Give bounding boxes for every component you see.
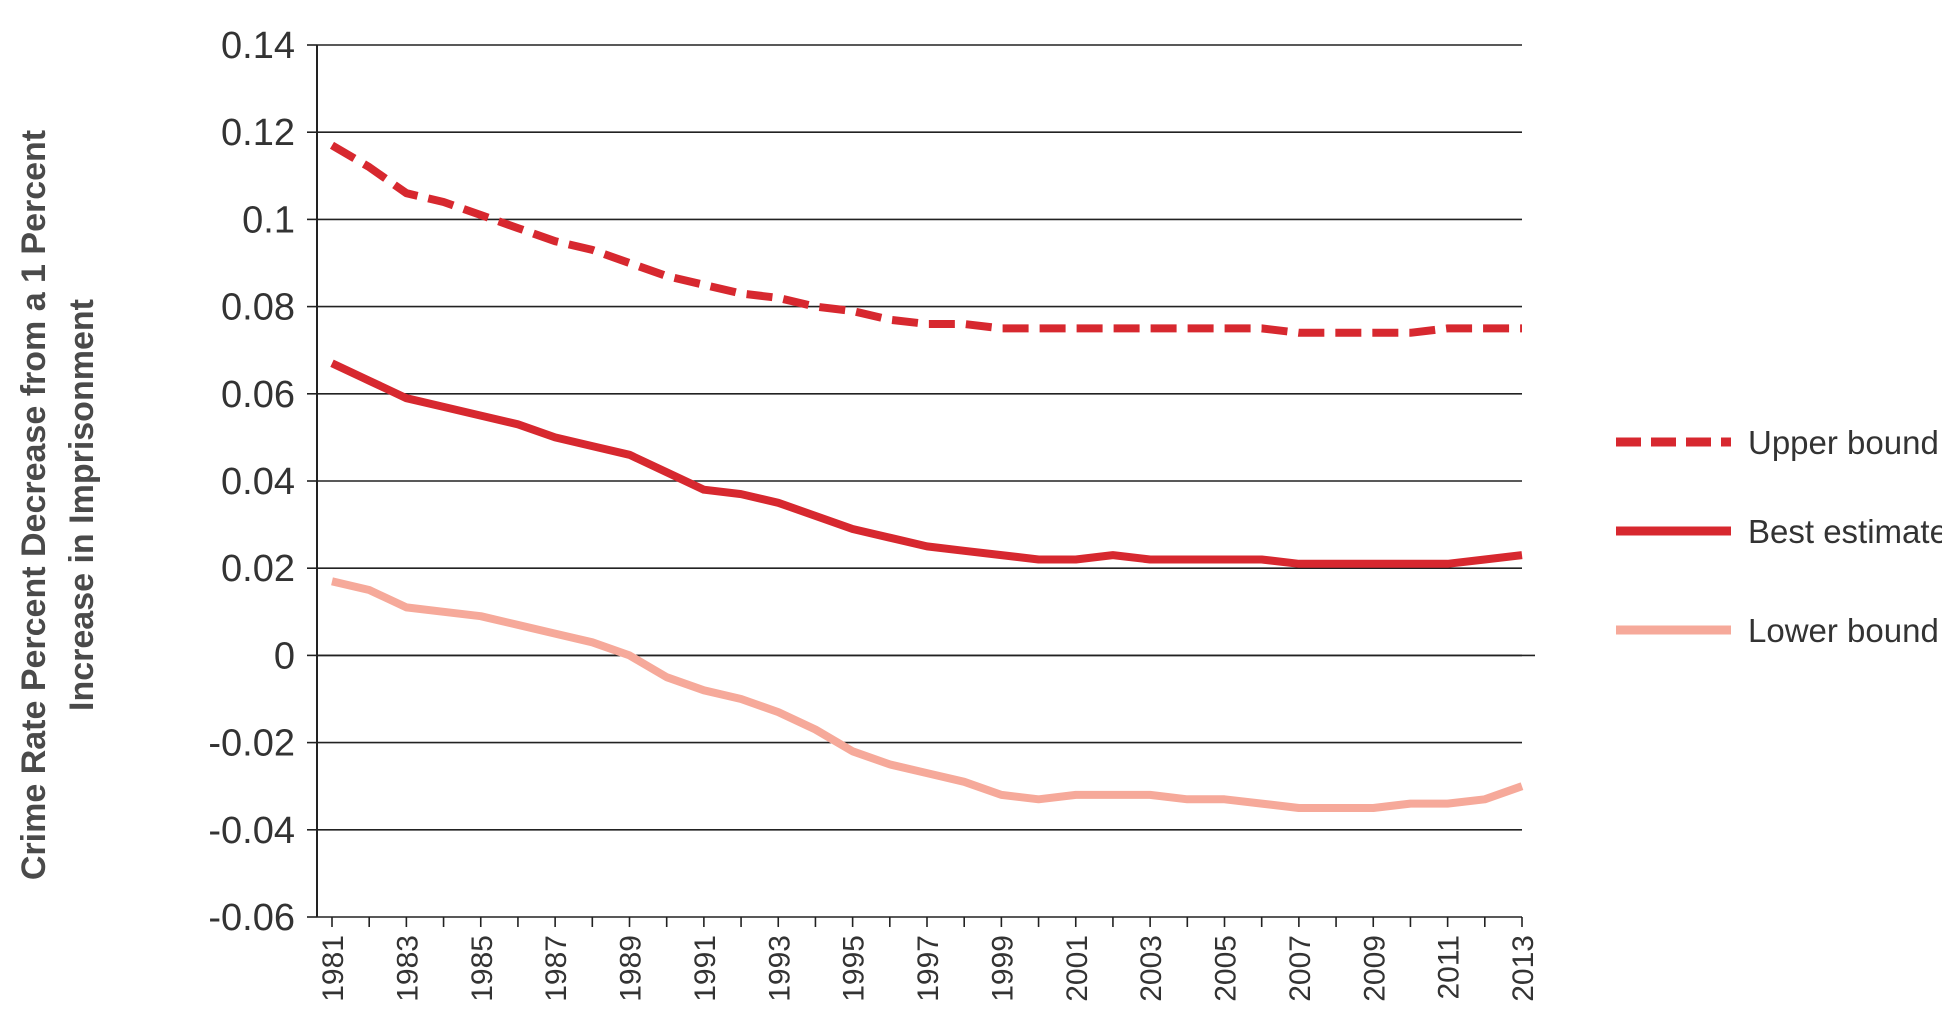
y-axis-ticks: -0.06 -0.04 -0.02 0 0.02 0.04 0.06 0.08 0.1 0.12 0… — [208, 25, 295, 939]
series-lines — [329, 141, 1524, 812]
y-tick-label: 0.02 — [221, 548, 295, 590]
gridlines — [317, 44, 1522, 918]
y-tick-label: -0.02 — [208, 723, 295, 765]
x-tick-label: 1995 — [838, 935, 871, 1002]
y-tick-label: 0.06 — [221, 374, 295, 416]
x-tick-label: 1983 — [391, 935, 424, 1002]
y-tick-label: 0 — [274, 635, 295, 677]
x-tick-label: 1985 — [466, 935, 499, 1002]
legend-label: Lower bound — [1748, 612, 1939, 649]
x-tick-label: 2007 — [1284, 935, 1317, 1002]
y-axis-label: Crime Rate Percent Decrease from a 1 Per… — [15, 130, 101, 880]
x-tick-label: 1997 — [912, 935, 945, 1002]
x-tick-label: 1991 — [689, 935, 722, 1002]
x-tick-label: 2013 — [1507, 935, 1540, 1002]
x-tick-label: 2009 — [1358, 935, 1391, 1002]
y-tick-label: 0.1 — [242, 199, 295, 241]
x-tick-label: 2003 — [1135, 935, 1168, 1002]
y-tick-label: 0.14 — [221, 25, 295, 67]
x-tick-label: 1999 — [986, 935, 1019, 1002]
y-axis-label-line-2: Increase in Imprisonment — [63, 299, 101, 711]
x-tick-label: 2001 — [1061, 935, 1094, 1002]
x-axis-ticks: 1981 1983 1985 1987 1989 1991 1993 1995 1997 1999… — [317, 935, 1540, 1002]
y-tick-label: -0.06 — [208, 897, 295, 939]
x-tick-label: 2011 — [1433, 935, 1466, 1000]
y-tick-label: 0.12 — [221, 112, 295, 154]
x-tick-label: 1993 — [763, 935, 796, 1002]
x-tick-label: 2005 — [1210, 935, 1243, 1002]
x-tick-label: 1987 — [540, 935, 573, 1002]
y-axis-label-line-1: Crime Rate Percent Decrease from a 1 Per… — [15, 130, 53, 880]
y-tick-label: -0.04 — [208, 810, 295, 852]
legend: Upper bound Best estimate Lower bound — [1616, 424, 1942, 649]
y-tick-label: 0.04 — [221, 461, 295, 503]
legend-label: Upper bound — [1748, 424, 1939, 461]
series-line-upper-bound — [329, 141, 1522, 337]
series-line-best-estimate — [330, 359, 1523, 568]
legend-label: Best estimate — [1748, 513, 1942, 550]
axes — [307, 44, 1535, 927]
x-tick-label: 1989 — [615, 935, 648, 1002]
y-tick-label: 0.08 — [221, 287, 295, 329]
series-line-lower-bound — [331, 577, 1524, 812]
x-tick-label: 1981 — [317, 935, 350, 1002]
